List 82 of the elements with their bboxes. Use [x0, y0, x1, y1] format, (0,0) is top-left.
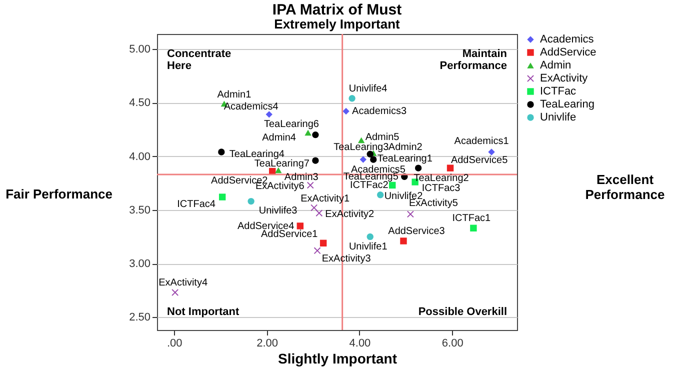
annotation: Academics3 [352, 106, 407, 118]
y-tick-label: 3.00 [129, 258, 150, 270]
annotation: ExActivity2 [325, 209, 374, 220]
y-tick-label: 4.50 [129, 97, 150, 110]
point [400, 238, 407, 244]
annotation: AddService1 [260, 229, 318, 240]
point [304, 130, 312, 136]
point [172, 289, 178, 296]
point [366, 233, 374, 240]
x-tick-label: .00 [166, 338, 182, 350]
annotation: ExActivity5 [408, 198, 458, 210]
annotation: TeaLearing3 [334, 142, 390, 154]
text: Excellent Performance [584, 172, 666, 202]
point [218, 148, 225, 156]
legend-label: AddService [540, 46, 596, 58]
point [376, 192, 384, 198]
point [312, 157, 319, 164]
chart-subtitle: Extremely Important [274, 16, 401, 32]
annotation: Academics1 [454, 136, 510, 147]
legend-label: TeaLearing [540, 98, 594, 110]
annotation: TeaLearing2 [414, 173, 470, 184]
annotation: ICTFac4 [177, 199, 216, 210]
annotation: ICTFac2 [350, 180, 389, 192]
legend-label: ExActivity [540, 72, 588, 84]
point [414, 164, 422, 172]
x-tick-label: 4.00 [349, 338, 371, 350]
annotation: ICTFac3 [422, 183, 461, 194]
annotation: Admin1 [217, 90, 252, 101]
annotation: Maintain Performance [440, 48, 508, 72]
point [360, 156, 367, 163]
annotation: TeaLearing7 [254, 158, 310, 170]
annotation: TeaLearing1 [377, 153, 433, 164]
point [348, 95, 356, 102]
annotation: ICTFac1 [452, 213, 492, 224]
annotation: Concentrate Here [167, 48, 232, 72]
legend-label: Academics [540, 34, 594, 46]
x-tick-label: 2.00 [256, 338, 278, 350]
annotation: Admin4 [262, 132, 296, 144]
legend-label: Admin [540, 60, 572, 72]
point [307, 182, 314, 189]
point [296, 222, 304, 230]
legend-label: Univlife [540, 112, 576, 124]
point [407, 210, 414, 218]
y-tick-label: 3.50 [129, 204, 150, 216]
x-tick-label: 6.00 [442, 338, 464, 350]
point [470, 224, 477, 232]
annotation: Academics4 [224, 101, 279, 112]
annotation: TeaLearing4 [229, 148, 285, 160]
annotation: Univlife3 [258, 205, 298, 216]
annotation: AddService3 [388, 226, 446, 237]
annotation: Possible Overkill [418, 306, 507, 318]
point [488, 148, 495, 156]
annotation: Univlife4 [348, 83, 388, 94]
annotation: Admin5 [365, 132, 400, 144]
annotation: TeaLearing5 [343, 172, 399, 183]
annotation: AddService5 [450, 155, 508, 166]
point [316, 210, 323, 216]
annotation: TeaLearing6 [264, 118, 320, 130]
point [320, 240, 327, 246]
legend-label: ICTFac [540, 86, 577, 98]
annotation: Univlife1 [348, 242, 388, 253]
annotation: ExActivity6 [255, 181, 305, 192]
point [248, 198, 254, 205]
annotation: Admin2 [388, 142, 423, 154]
point [312, 131, 319, 138]
point [314, 247, 321, 254]
x-axis-title: Slightly Important [278, 350, 398, 366]
point [266, 111, 272, 118]
annotation: ExActivity1 [300, 194, 350, 205]
point [446, 164, 454, 172]
y-tick-label: 5.00 [129, 44, 150, 56]
point [342, 108, 350, 115]
y-tick-label: 2.50 [129, 312, 150, 324]
chart-title: IPA Matrix of Must [272, 1, 402, 18]
y-tick-label: 4.00 [129, 150, 150, 163]
point [218, 194, 226, 200]
y-axis-title: Fair Performance [6, 186, 112, 202]
annotation: ExActivity3 [322, 254, 372, 265]
point [389, 182, 396, 189]
point [370, 156, 377, 163]
annotation: Not Important [167, 306, 240, 318]
annotation: ExActivity4 [158, 277, 208, 288]
